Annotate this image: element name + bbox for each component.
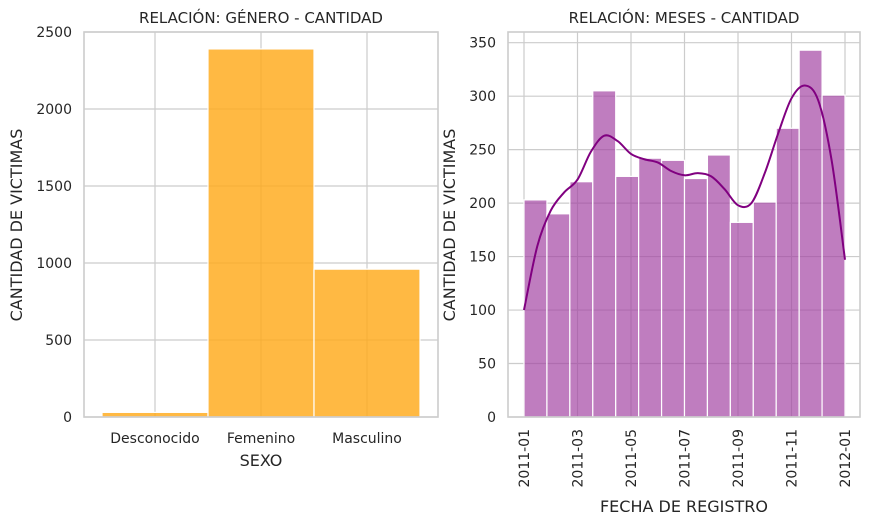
chart2-xlabel: FECHA DE REGISTRO (600, 497, 768, 516)
chart2-ytick-label: 100 (469, 303, 496, 319)
chart2-ytick-label: 0 (487, 410, 496, 426)
chart2-bar (798, 49, 823, 418)
chart2-title: RELACIÓN: MESES - CANTIDAD (569, 8, 800, 27)
chart2-ytick-label: 250 (469, 143, 496, 159)
chart2-bar (523, 199, 548, 418)
chart2-ytick-label: 300 (469, 89, 496, 105)
chart1-ytick-label: 2500 (36, 25, 72, 41)
chart2-bar (660, 159, 686, 418)
chart1-ytick-label: 500 (45, 333, 72, 349)
chart1-title: RELACIÓN: GÉNERO - CANTIDAD (139, 8, 383, 27)
chart1-bar (207, 48, 315, 418)
chart2-bar (615, 175, 640, 418)
chart1-bar (313, 268, 421, 418)
chart2-bar (546, 213, 571, 418)
chart1-xtick-label: Femenino (227, 431, 295, 447)
chart1-ytick-label: 2000 (36, 102, 72, 118)
chart2-bar (729, 221, 754, 418)
chart2-ytick-label: 150 (469, 250, 496, 266)
chart1-xlabel: SEXO (240, 451, 283, 470)
chart2-kde-line (523, 84, 846, 311)
chart2-bar (706, 154, 731, 418)
chart2-ylabel: CANTIDAD DE VICTIMAS (440, 129, 459, 322)
chart2-bar (638, 157, 663, 418)
chart2-xtick-label: 2011-11 (785, 429, 801, 488)
chart2-xtick-label: 2011-09 (731, 429, 747, 488)
chart2-bar (592, 90, 617, 418)
chart2-bar (752, 201, 777, 418)
chart2-bar (821, 94, 846, 418)
chart2-frame (507, 31, 861, 418)
chart1-ylabel: CANTIDAD DE VICTIMAS (7, 129, 26, 322)
chart2-xtick-label: 2011-05 (624, 429, 640, 488)
chart1-xtick-label: Desconocido (110, 431, 199, 447)
chart2-xtick-label: 2011-07 (678, 429, 694, 488)
chart2-ytick-label: 200 (469, 196, 496, 212)
chart1-ytick-label: 1000 (36, 256, 72, 272)
chart2-ytick-label: 50 (478, 357, 496, 373)
chart2-bar (683, 177, 709, 418)
chart1-ytick-label: 0 (63, 410, 72, 426)
chart2-xtick-label: 2011-01 (517, 429, 533, 488)
chart2-ytick-label: 350 (469, 36, 496, 52)
chart1-xtick-label: Masculino (332, 431, 402, 447)
chart1-frame (83, 31, 439, 418)
chart-gender: RELACIÓN: GÉNERO - CANTIDAD SEXO CANTIDA… (7, 8, 439, 470)
chart2-bar (569, 181, 594, 418)
chart-months: RELACIÓN: MESES - CANTIDAD FECHA DE REGI… (440, 8, 861, 516)
chart2-xtick-label: 2012-01 (838, 429, 854, 488)
chart1-ytick-label: 1500 (36, 179, 72, 195)
chart2-bar (775, 127, 800, 418)
chart2-xtick-label: 2011-03 (571, 429, 587, 488)
